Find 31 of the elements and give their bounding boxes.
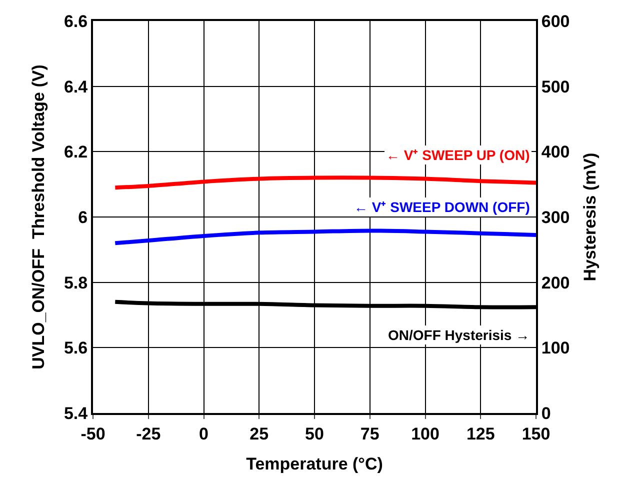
x-tick-label: 50 — [305, 424, 324, 444]
y2-tick-label: 100 — [541, 338, 570, 358]
line-series — [113, 228, 536, 246]
y-tick-label: 6.2 — [64, 142, 88, 162]
x-tick-label: 75 — [360, 424, 380, 444]
series-label: ON/OFF Hysterisis → — [388, 327, 530, 343]
y2-tick-label: 400 — [541, 142, 570, 162]
series-label: ← V⁺ SWEEP UP (ON) — [386, 147, 530, 163]
y2-tick-label: 500 — [541, 77, 570, 96]
series-label: ← V⁺ SWEEP DOWN (OFF) — [354, 199, 530, 215]
y2-axis-title: Hysteresis (mV) — [580, 152, 600, 282]
y2-tick-label: 200 — [541, 273, 570, 292]
x-tick-label: 100 — [411, 424, 440, 444]
y2-tick-label: 0 — [541, 404, 551, 423]
x-tick-label: 0 — [199, 424, 208, 444]
y-tick-label: 6 — [78, 208, 88, 227]
y-tick-label: 5.4 — [64, 404, 88, 423]
x-tick-label: 125 — [466, 424, 495, 444]
y2-tick-label: 600 — [541, 12, 570, 31]
x-tick-label: -50 — [80, 424, 106, 444]
y-tick-label: 5.6 — [64, 338, 88, 358]
y-tick-label: 6.6 — [64, 12, 88, 31]
y-axis-title: UVLO_ON/OFF Threshold Voltage (V) — [29, 64, 48, 370]
x-tick-label: -25 — [136, 424, 161, 444]
y-tick-label: 5.8 — [64, 273, 88, 292]
line-series — [113, 176, 536, 190]
y-tick-label: 6.4 — [64, 77, 88, 96]
x-tick-label: 150 — [522, 424, 550, 444]
y2-tick-label: 300 — [541, 208, 570, 227]
x-axis-title: Temperature (°C) — [246, 454, 383, 474]
x-tick-label: 25 — [250, 424, 269, 444]
